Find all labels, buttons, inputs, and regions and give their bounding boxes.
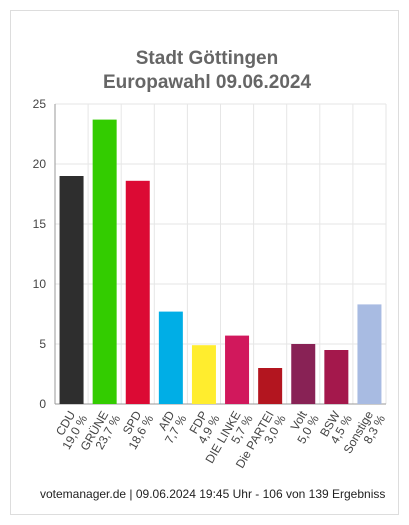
y-tick-label: 0 <box>39 397 46 411</box>
bar <box>291 344 316 404</box>
bar <box>125 180 150 404</box>
chart-title: Europawahl 09.06.2024 <box>103 72 311 93</box>
y-tick-label: 25 <box>33 97 47 111</box>
y-tick-label: 20 <box>33 157 47 171</box>
y-tick-label: 5 <box>39 337 46 351</box>
bar <box>225 335 250 404</box>
bar <box>191 345 216 404</box>
bar <box>258 368 283 404</box>
chart-title: Stadt Göttingen <box>136 48 278 69</box>
bar <box>92 119 117 404</box>
bar <box>158 311 183 404</box>
bar <box>324 350 349 404</box>
y-tick-label: 15 <box>33 217 47 231</box>
bar <box>357 304 382 404</box>
y-tick-label: 10 <box>33 277 47 291</box>
source: votemanager.de | 09.06.2024 19:45 Uhr - … <box>40 487 385 501</box>
bar <box>59 176 84 404</box>
